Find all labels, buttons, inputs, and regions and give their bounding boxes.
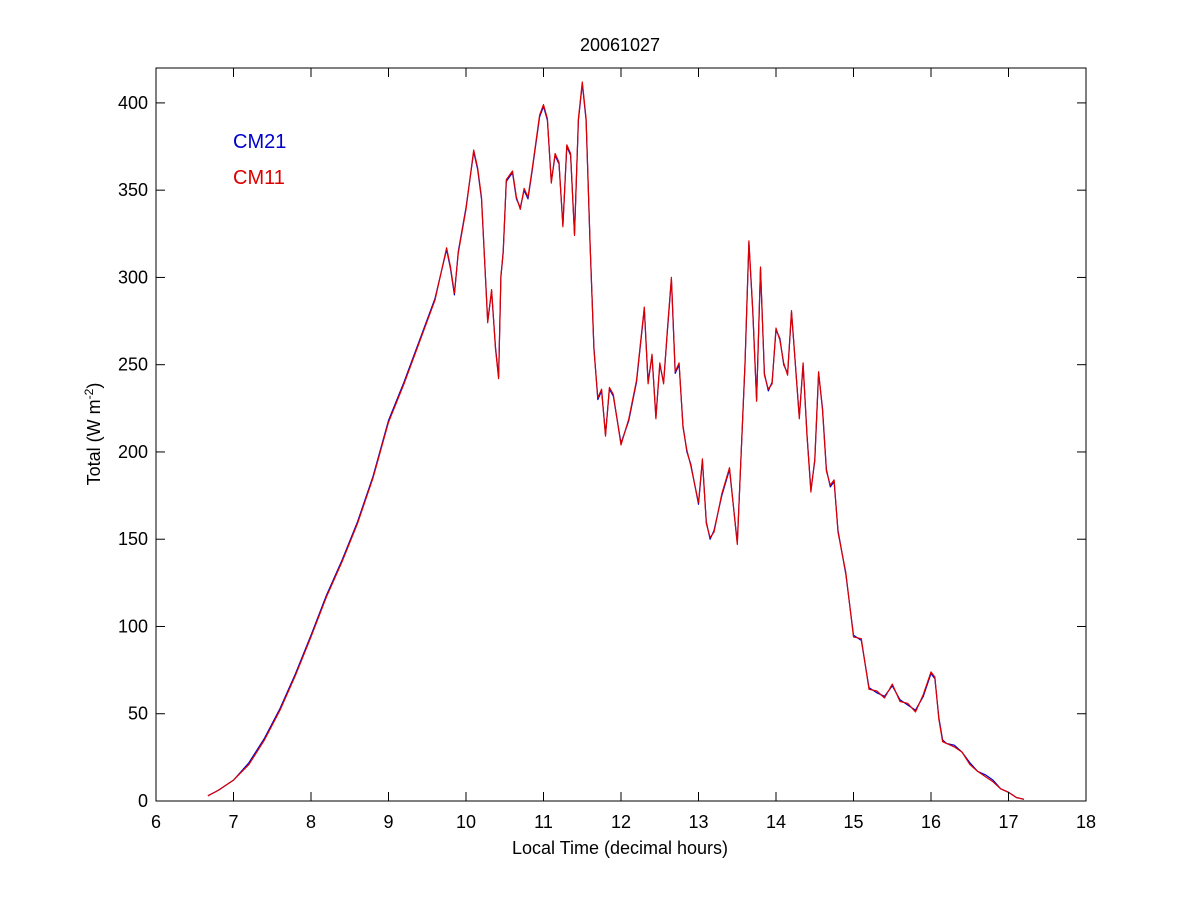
x-axis-label: Local Time (decimal hours)	[512, 838, 728, 858]
y-axis-label-main: Total (W m	[84, 399, 104, 485]
legend-entry-cm11: CM11	[233, 167, 285, 189]
y-tick-label: 350	[118, 180, 148, 200]
chart-title: 20061027	[580, 35, 660, 55]
legend: CM21 CM11	[233, 131, 286, 189]
y-tick-label: 400	[118, 93, 148, 113]
x-tick-label: 17	[998, 812, 1018, 832]
x-tick-label: 6	[151, 812, 161, 832]
x-tick-label: 8	[306, 812, 316, 832]
y-tick-label: 200	[118, 442, 148, 462]
y-axis-label-close: )	[84, 383, 104, 389]
y-tick-label: 300	[118, 267, 148, 287]
x-tick-label: 10	[456, 812, 476, 832]
x-tick-label: 7	[228, 812, 238, 832]
x-tick-label: 13	[688, 812, 708, 832]
y-tick-label: 100	[118, 616, 148, 636]
series-line-cm11	[207, 81, 1025, 800]
legend-entry-cm21: CM21	[233, 131, 286, 153]
plot-layer	[207, 81, 1025, 800]
x-tick-label: 15	[843, 812, 863, 832]
y-axis-label-superscript: -2	[82, 388, 96, 399]
y-axis-label: Total (W m-2)	[82, 383, 104, 486]
x-tick-label: 14	[766, 812, 786, 832]
x-tick-label: 9	[383, 812, 393, 832]
y-tick-label: 50	[128, 704, 148, 724]
x-tick-label: 11	[534, 812, 553, 832]
x-tick-label: 16	[921, 812, 941, 832]
x-tick-label: 12	[611, 812, 631, 832]
axes-layer: 6 7 8 9 10 11 12 13 14 15 16 17 18 0 50 100 150 200 250 300…	[118, 67, 1096, 832]
y-tick-label: 250	[118, 355, 148, 375]
y-tick-label: 0	[138, 791, 148, 811]
y-tick-label: 150	[118, 529, 148, 549]
x-tick-label: 18	[1076, 812, 1096, 832]
